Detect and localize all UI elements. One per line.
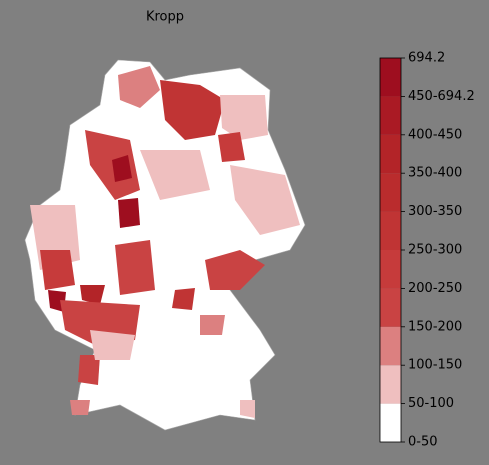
region (70, 400, 90, 415)
colorbar-label: 400-450 (408, 127, 462, 142)
colorbar-label: 694.2 (408, 51, 445, 66)
region (200, 315, 225, 335)
region (118, 66, 160, 108)
colorbar-segment (380, 288, 401, 327)
region (118, 198, 140, 228)
region (220, 95, 268, 140)
colorbar-segment (380, 326, 401, 366)
region (78, 355, 100, 385)
region (140, 150, 210, 200)
regions (30, 66, 300, 418)
colorbar-label: 250-300 (408, 243, 462, 258)
colorbar-segment (380, 250, 401, 289)
colorbar-label: 350-400 (408, 166, 462, 181)
colorbar-label: 450-694.2 (408, 89, 475, 104)
region (112, 155, 132, 182)
region (218, 132, 245, 162)
map (24, 59, 306, 431)
region (205, 250, 265, 290)
colorbar: 0-50 50-100 100-150 150-200 200-250 250-300 30… (379, 51, 475, 450)
colorbar-label: 150-200 (408, 319, 462, 334)
region (172, 288, 195, 310)
colorbar-segment (380, 211, 401, 250)
colorbar-segment (380, 403, 401, 442)
colorbar-label: 50-100 (408, 396, 454, 411)
colorbar-segment (380, 134, 401, 174)
colorbar-segment (380, 173, 401, 212)
region (85, 130, 140, 200)
region (240, 400, 255, 418)
region (40, 250, 75, 290)
colorbar-label: 300-350 (408, 204, 462, 219)
region (160, 80, 225, 140)
region (90, 330, 135, 360)
region (230, 165, 300, 235)
colorbar-segment (380, 58, 401, 97)
colorbar-label: 0-50 (408, 435, 438, 450)
region (115, 240, 155, 295)
colorbar-segment (380, 96, 401, 135)
colorbar-segment (380, 365, 401, 404)
region (80, 285, 105, 305)
colorbar-label: 200-250 (408, 281, 462, 296)
map-title: Kropp (146, 10, 184, 25)
colorbar-label: 100-150 (408, 358, 462, 373)
